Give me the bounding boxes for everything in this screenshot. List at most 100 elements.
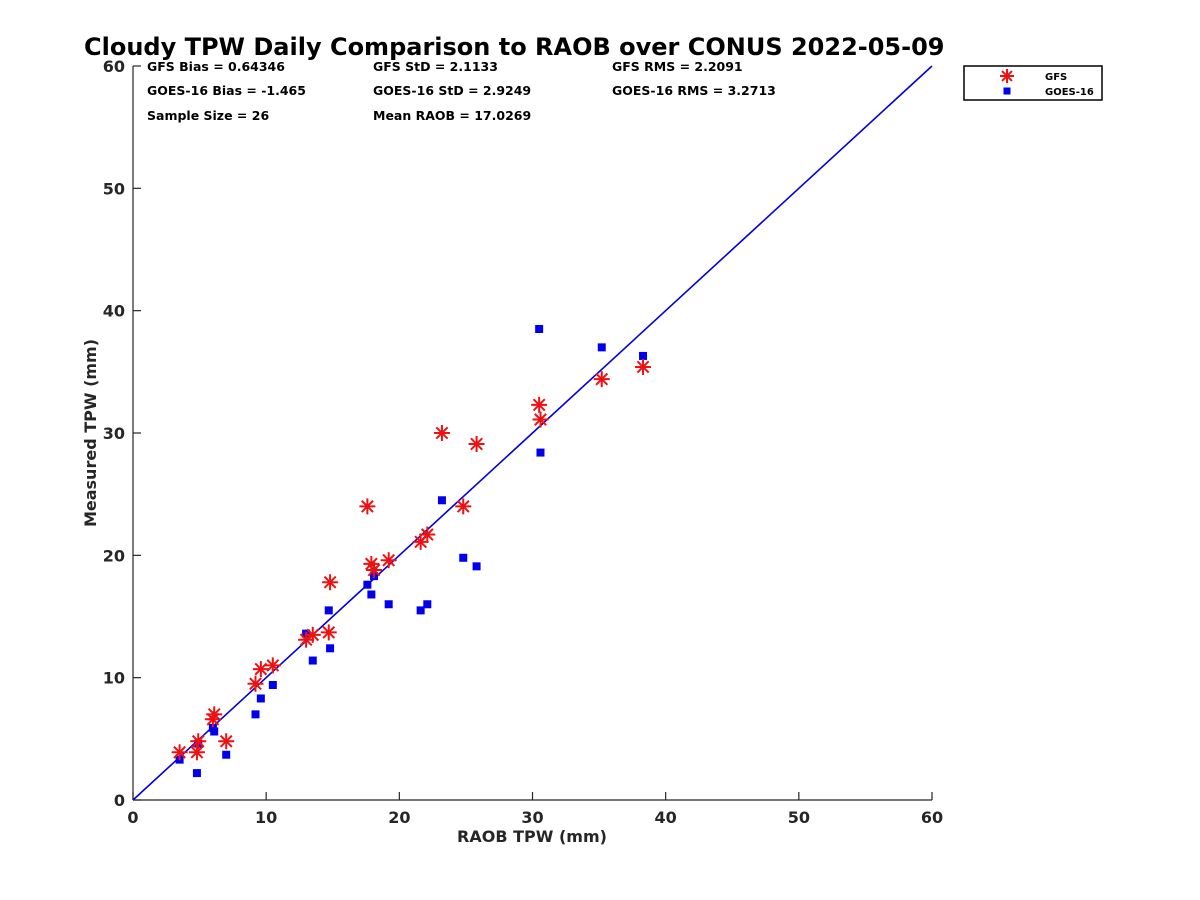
axes: 0 10 20 30 40 50 60 0 10 20 30 40 50 60 <box>103 57 943 827</box>
gfs-point <box>322 574 339 591</box>
goes-16-point <box>268 681 277 690</box>
gfs-point <box>635 358 652 375</box>
asterisk-stroke <box>254 662 268 676</box>
goes-16-point <box>459 553 468 562</box>
y-tick-label: 20 <box>103 546 125 565</box>
gfs-point <box>455 498 472 515</box>
legend-label-gfs: GFS <box>1045 72 1067 83</box>
goes-16-point <box>324 606 333 615</box>
y-tick-label: 60 <box>103 57 125 76</box>
asterisk-stroke <box>420 528 434 541</box>
asterisk-stroke <box>382 553 396 567</box>
goes-16-point <box>222 750 231 759</box>
one-to-one-line <box>132 65 933 801</box>
legend-marker-goes-16 <box>1003 87 1011 95</box>
y-tick-label: 30 <box>103 424 125 443</box>
gfs-point <box>531 396 548 413</box>
goes-16-point <box>251 710 260 719</box>
asterisk-stroke <box>323 575 337 589</box>
gfs-point <box>359 498 376 515</box>
stat-annotation: GOES-16 StD = 2.9249 <box>373 83 531 98</box>
x-tick-label: 50 <box>788 808 810 827</box>
reference-line-group <box>132 65 933 801</box>
gfs-point <box>247 675 264 692</box>
stat-annotation: GOES-16 Bias = -1.465 <box>147 83 306 98</box>
goes-16-point <box>437 496 446 505</box>
legend-label-goes-16: GOES-16 <box>1045 87 1094 98</box>
asterisk-stroke <box>435 426 449 440</box>
asterisk-stroke <box>636 360 650 374</box>
asterisk-stroke <box>470 437 483 451</box>
stats-annotations: GFS Bias = 0.64346 GFS StD = 2.1133 GFS RM… <box>147 59 776 123</box>
gfs-point <box>419 526 436 543</box>
goes-16-point <box>256 694 265 703</box>
x-tick-label: 30 <box>521 808 543 827</box>
goes-16-point <box>535 325 544 334</box>
gfs-point <box>433 425 450 441</box>
gfs-point <box>468 436 485 453</box>
asterisk-stroke <box>367 563 381 577</box>
gfs-point <box>304 626 321 643</box>
asterisk-stroke <box>190 745 204 759</box>
y-axis-label: Measured TPW (mm) <box>81 339 100 527</box>
x-tick-label: 60 <box>921 808 943 827</box>
gfs-point <box>252 661 269 678</box>
goes-16-point <box>367 590 376 599</box>
y-tick-label: 10 <box>103 669 125 688</box>
gfs-point <box>206 706 223 723</box>
stat-annotation: GOES-16 RMS = 3.2713 <box>612 83 776 98</box>
goes-16-point <box>384 600 393 609</box>
y-tick-label: 0 <box>114 791 125 810</box>
stat-annotation: Sample Size = 26 <box>147 108 269 123</box>
gfs-point <box>380 552 397 569</box>
gfs-point <box>171 744 188 761</box>
stat-annotation: GFS StD = 2.1133 <box>373 59 498 74</box>
asterisk-stroke <box>266 659 280 672</box>
asterisk-stroke <box>249 677 262 691</box>
chart-title: Cloudy TPW Daily Comparison to RAOB over… <box>84 33 944 61</box>
asterisk-stroke <box>456 500 470 513</box>
legend-box <box>963 65 1103 101</box>
stat-annotation: Mean RAOB = 17.0269 <box>373 108 531 123</box>
asterisk-stroke <box>361 500 374 513</box>
gfs-point <box>532 411 549 428</box>
gfs-point <box>366 562 383 579</box>
y-tick-label: 50 <box>103 179 125 198</box>
legend-marker-gfs <box>1000 69 1014 83</box>
goes-16-point <box>363 580 372 589</box>
x-axis-label: RAOB TPW (mm) <box>457 827 607 846</box>
asterisk-stroke <box>322 626 336 639</box>
gfs-point <box>218 733 235 750</box>
goes-16-point <box>210 727 219 736</box>
asterisk-stroke <box>207 708 221 721</box>
asterisk-stroke <box>595 372 609 386</box>
goes-16-point <box>192 769 201 778</box>
stat-annotation: GFS Bias = 0.64346 <box>147 59 285 74</box>
gfs-point <box>412 533 429 550</box>
goes-16-point <box>597 343 606 352</box>
goes-16-point <box>308 656 317 665</box>
legend: GFS GOES-16 <box>963 65 1103 101</box>
gfs-point <box>264 657 281 674</box>
gfs-point <box>320 624 337 641</box>
asterisk-stroke <box>365 557 378 571</box>
goes-16-point <box>472 562 481 571</box>
asterisk-stroke <box>534 413 547 426</box>
goes-16-point <box>639 351 648 360</box>
x-tick-label: 40 <box>655 808 677 827</box>
asterisk-stroke <box>1001 70 1013 82</box>
asterisk-stroke <box>173 745 186 759</box>
goes-16-point <box>536 448 545 457</box>
goes-16-point <box>416 606 425 615</box>
goes-16-point <box>326 644 335 653</box>
gfs-point <box>188 744 205 761</box>
x-tick-label: 10 <box>255 808 277 827</box>
goes-16-point <box>423 600 432 609</box>
asterisk-stroke <box>219 734 233 748</box>
stat-annotation: GFS RMS = 2.2091 <box>612 59 743 74</box>
asterisk-stroke <box>299 633 313 647</box>
y-tick-label: 40 <box>103 302 125 321</box>
gfs-point <box>593 371 610 388</box>
asterisk-stroke <box>306 628 320 642</box>
